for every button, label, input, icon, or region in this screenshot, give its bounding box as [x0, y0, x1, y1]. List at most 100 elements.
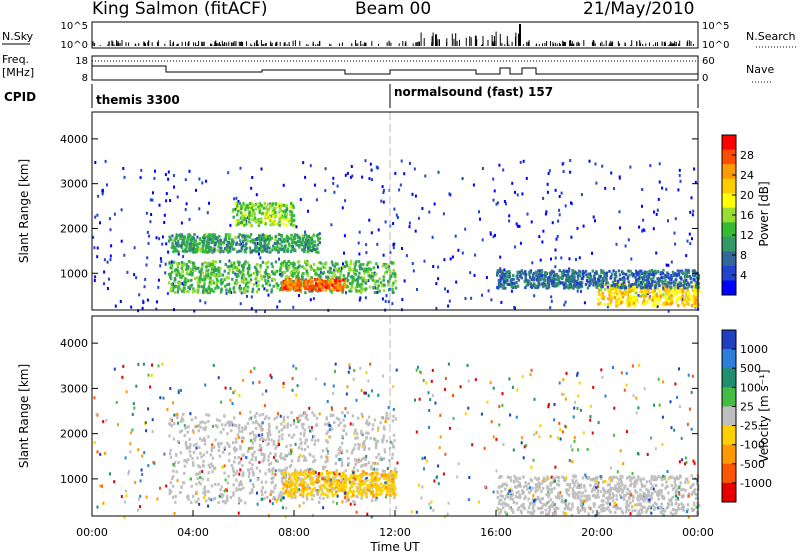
scatter-cell [612, 433, 615, 437]
scatter-cell [641, 204, 643, 208]
echo-cell [296, 286, 299, 290]
echo-cell [202, 236, 205, 239]
echo-cell [217, 286, 220, 290]
scatter-cell [437, 482, 440, 486]
scatter-cell [447, 304, 450, 308]
echo-cell [347, 457, 350, 461]
scatter-cell [444, 452, 447, 456]
echo-cell [686, 289, 689, 293]
scatter-cell [332, 384, 335, 388]
echo-cell [581, 272, 585, 276]
echo-cell [585, 273, 588, 277]
echo-cell [328, 280, 332, 284]
echo-cell [364, 281, 367, 284]
echo-cell [246, 213, 249, 217]
echo-cell [655, 297, 658, 301]
echo-cell [215, 268, 218, 272]
echo-cell [322, 265, 325, 269]
echo-cell [364, 287, 368, 291]
scatter-cell [610, 171, 613, 175]
echo-cell [257, 247, 261, 251]
freq-tick-bottom: 8 [82, 73, 88, 84]
echo-cell [595, 270, 598, 274]
echo-cell [372, 423, 375, 427]
echo-cell [174, 278, 177, 282]
scatter-cell [375, 165, 378, 169]
echo-cell [284, 280, 287, 284]
scatter-cell [232, 391, 235, 395]
scatter-cell [466, 363, 469, 367]
echo-cell [613, 283, 616, 287]
scatter-cell [258, 460, 261, 464]
scatter-cell [498, 423, 501, 427]
echo-cell [262, 244, 266, 248]
echo-cell [669, 298, 673, 301]
echo-cell [343, 424, 346, 428]
echo-cell [370, 465, 373, 469]
echo-cell [502, 284, 505, 288]
echo-cell [286, 239, 289, 243]
scatter-cell [157, 364, 160, 368]
echo-cell [270, 203, 274, 207]
scatter-cell [501, 403, 504, 407]
echo-cell [207, 235, 210, 238]
scatter-cell [489, 232, 492, 236]
echo-cell [586, 275, 589, 279]
echo-cell [653, 273, 656, 277]
echo-cell [324, 288, 328, 292]
scatter-cell [395, 368, 398, 372]
echo-cell [669, 302, 672, 306]
echo-cell [270, 262, 273, 266]
echo-cell [505, 281, 508, 285]
echo-cell [293, 233, 297, 237]
scatter-cell [361, 414, 364, 418]
echo-cell [324, 422, 327, 426]
echo-cell [530, 283, 533, 287]
echo-cell [328, 284, 331, 288]
echo-cell [637, 274, 641, 278]
echo-cell [303, 248, 306, 251]
echo-cell [270, 481, 273, 485]
echo-cell [178, 273, 181, 277]
echo-cell [361, 474, 364, 478]
scatter-cell [557, 219, 560, 223]
echo-cell [269, 489, 273, 493]
scatter-cell [662, 380, 665, 384]
scatter-cell [256, 491, 258, 495]
echo-cell [660, 279, 663, 283]
scatter-cell [357, 241, 360, 245]
echo-cell [642, 279, 645, 283]
echo-cell [248, 461, 251, 465]
scatter-cell [571, 448, 574, 452]
scatter-cell [309, 468, 312, 471]
echo-cell [197, 429, 200, 433]
echo-cell [220, 423, 224, 427]
scatter-cell [315, 198, 318, 202]
scatter-cell [309, 298, 312, 302]
scatter-cell [394, 171, 397, 175]
scatter-cell [510, 289, 513, 293]
echo-cell [217, 445, 221, 449]
echo-cell [537, 285, 540, 289]
echo-cell [334, 284, 337, 288]
echo-cell [675, 292, 679, 295]
echo-cell [255, 276, 258, 280]
echo-cell [292, 269, 295, 273]
scatter-cell [267, 293, 270, 297]
echo-cell [235, 274, 238, 278]
echo-cell [320, 280, 323, 284]
echo-cell [634, 280, 638, 284]
echo-cell [674, 272, 677, 276]
scatter-cell [492, 235, 495, 239]
echo-cell [340, 478, 343, 482]
echo-cell [266, 495, 269, 499]
scatter-cell [568, 257, 571, 261]
echo-cell [331, 263, 334, 267]
scatter-cell [125, 390, 128, 394]
scatter-cell [559, 427, 562, 431]
echo-cell [197, 423, 201, 427]
scatter-cell [425, 381, 428, 385]
echo-cell [225, 243, 229, 247]
echo-cell [270, 477, 273, 480]
echo-cell [558, 269, 561, 273]
